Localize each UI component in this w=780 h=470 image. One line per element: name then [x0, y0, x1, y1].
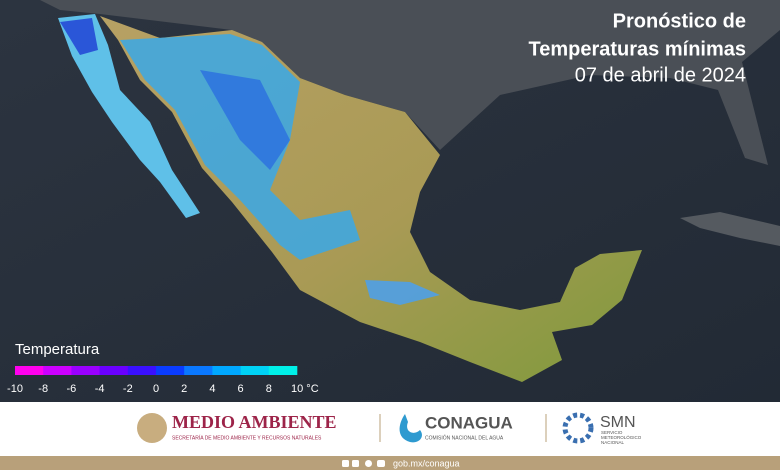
legend-tick-label: -2 — [123, 383, 133, 395]
legend-tick-label: 10 °C — [291, 383, 319, 395]
legend-tick-label: 6 — [238, 383, 244, 395]
legend-swatch — [43, 366, 72, 375]
cuba — [680, 212, 780, 246]
logo-subtitle: SECRETARÍA DE MEDIO AMBIENTE Y RECURSOS … — [172, 434, 322, 441]
legend-tick-label: 8 — [266, 383, 272, 395]
logo-subtitle: SERVICIO — [601, 430, 623, 435]
cold-area-core — [200, 70, 290, 170]
logo-subtitle: COMISIÓN NACIONAL DEL AGUA — [425, 434, 504, 441]
legend-swatch — [268, 366, 298, 375]
cold-area-northwest — [120, 34, 360, 260]
legend-swatch — [156, 366, 185, 375]
legend-swatch — [240, 366, 270, 375]
logo-subtitle: METEOROLÓGICO — [601, 434, 642, 440]
footer-strip — [0, 456, 780, 470]
cold-area-baja — [60, 18, 98, 55]
footer — [0, 402, 780, 456]
logo-icon — [562, 412, 594, 444]
legend-title: Temperatura — [15, 341, 100, 358]
logo-name: CONAGUA — [425, 413, 513, 432]
legend-swatch — [15, 366, 44, 375]
cold-area-center — [365, 280, 440, 305]
legend-swatch — [99, 366, 129, 375]
legend-swatch — [184, 366, 213, 375]
baja-california — [58, 14, 200, 218]
legend-tick-label: -10 — [7, 383, 23, 395]
title-line: Temperaturas mínimas — [529, 38, 747, 60]
logo-name: MEDIO AMBIENTE — [172, 412, 337, 432]
legend-swatch — [71, 366, 100, 375]
legend-swatch — [212, 366, 241, 375]
logo-icon — [399, 414, 422, 443]
legend-tick-label: -8 — [38, 383, 48, 395]
legend-tick-label: 4 — [209, 383, 215, 395]
legend-tick-label: -4 — [95, 383, 105, 395]
usa-land — [0, 0, 780, 165]
logo-name: SMN — [600, 414, 636, 431]
legend-tick-label: 2 — [181, 383, 187, 395]
legend-tick-label: -6 — [67, 383, 77, 395]
social-icons — [342, 460, 385, 467]
legend-tick-label: 0 — [153, 383, 159, 395]
date: 07 de abril de 2024 — [575, 64, 746, 86]
url[interactable]: gob.mx/conagua — [393, 458, 460, 468]
legend-swatch — [127, 366, 157, 375]
logo-icon — [137, 413, 167, 443]
legend: -10 -8 -6 -4 -2 0 2 4 6 8 10 °C — [7, 366, 319, 395]
logo-subtitle: NACIONAL — [601, 440, 625, 445]
title-line: Pronóstico de — [613, 10, 746, 32]
